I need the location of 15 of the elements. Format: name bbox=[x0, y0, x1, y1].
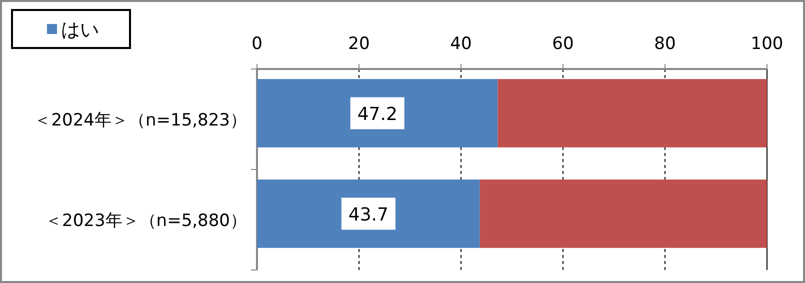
bar bbox=[257, 79, 498, 148]
x-tick-label: 80 bbox=[654, 34, 676, 54]
x-tick-label: 60 bbox=[552, 34, 574, 54]
legend-label: はい bbox=[61, 19, 99, 41]
data-label: 43.7 bbox=[348, 204, 388, 226]
x-tick-label: 40 bbox=[450, 34, 472, 54]
legend: はい bbox=[11, 9, 131, 49]
data-label: 47.2 bbox=[357, 104, 398, 126]
y-tick-label: ＜2024年＞（n=15,823） bbox=[34, 110, 247, 130]
bar bbox=[498, 79, 767, 148]
y-tick-label: ＜2023年＞（n=5,880） bbox=[45, 210, 247, 231]
bar bbox=[480, 180, 767, 248]
x-tick-label: 0 bbox=[252, 34, 262, 54]
x-tick-label: 20 bbox=[348, 34, 370, 54]
x-tick-label: 100 bbox=[750, 34, 784, 54]
